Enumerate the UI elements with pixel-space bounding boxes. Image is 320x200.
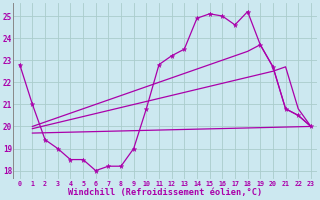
X-axis label: Windchill (Refroidissement éolien,°C): Windchill (Refroidissement éolien,°C) xyxy=(68,188,262,197)
